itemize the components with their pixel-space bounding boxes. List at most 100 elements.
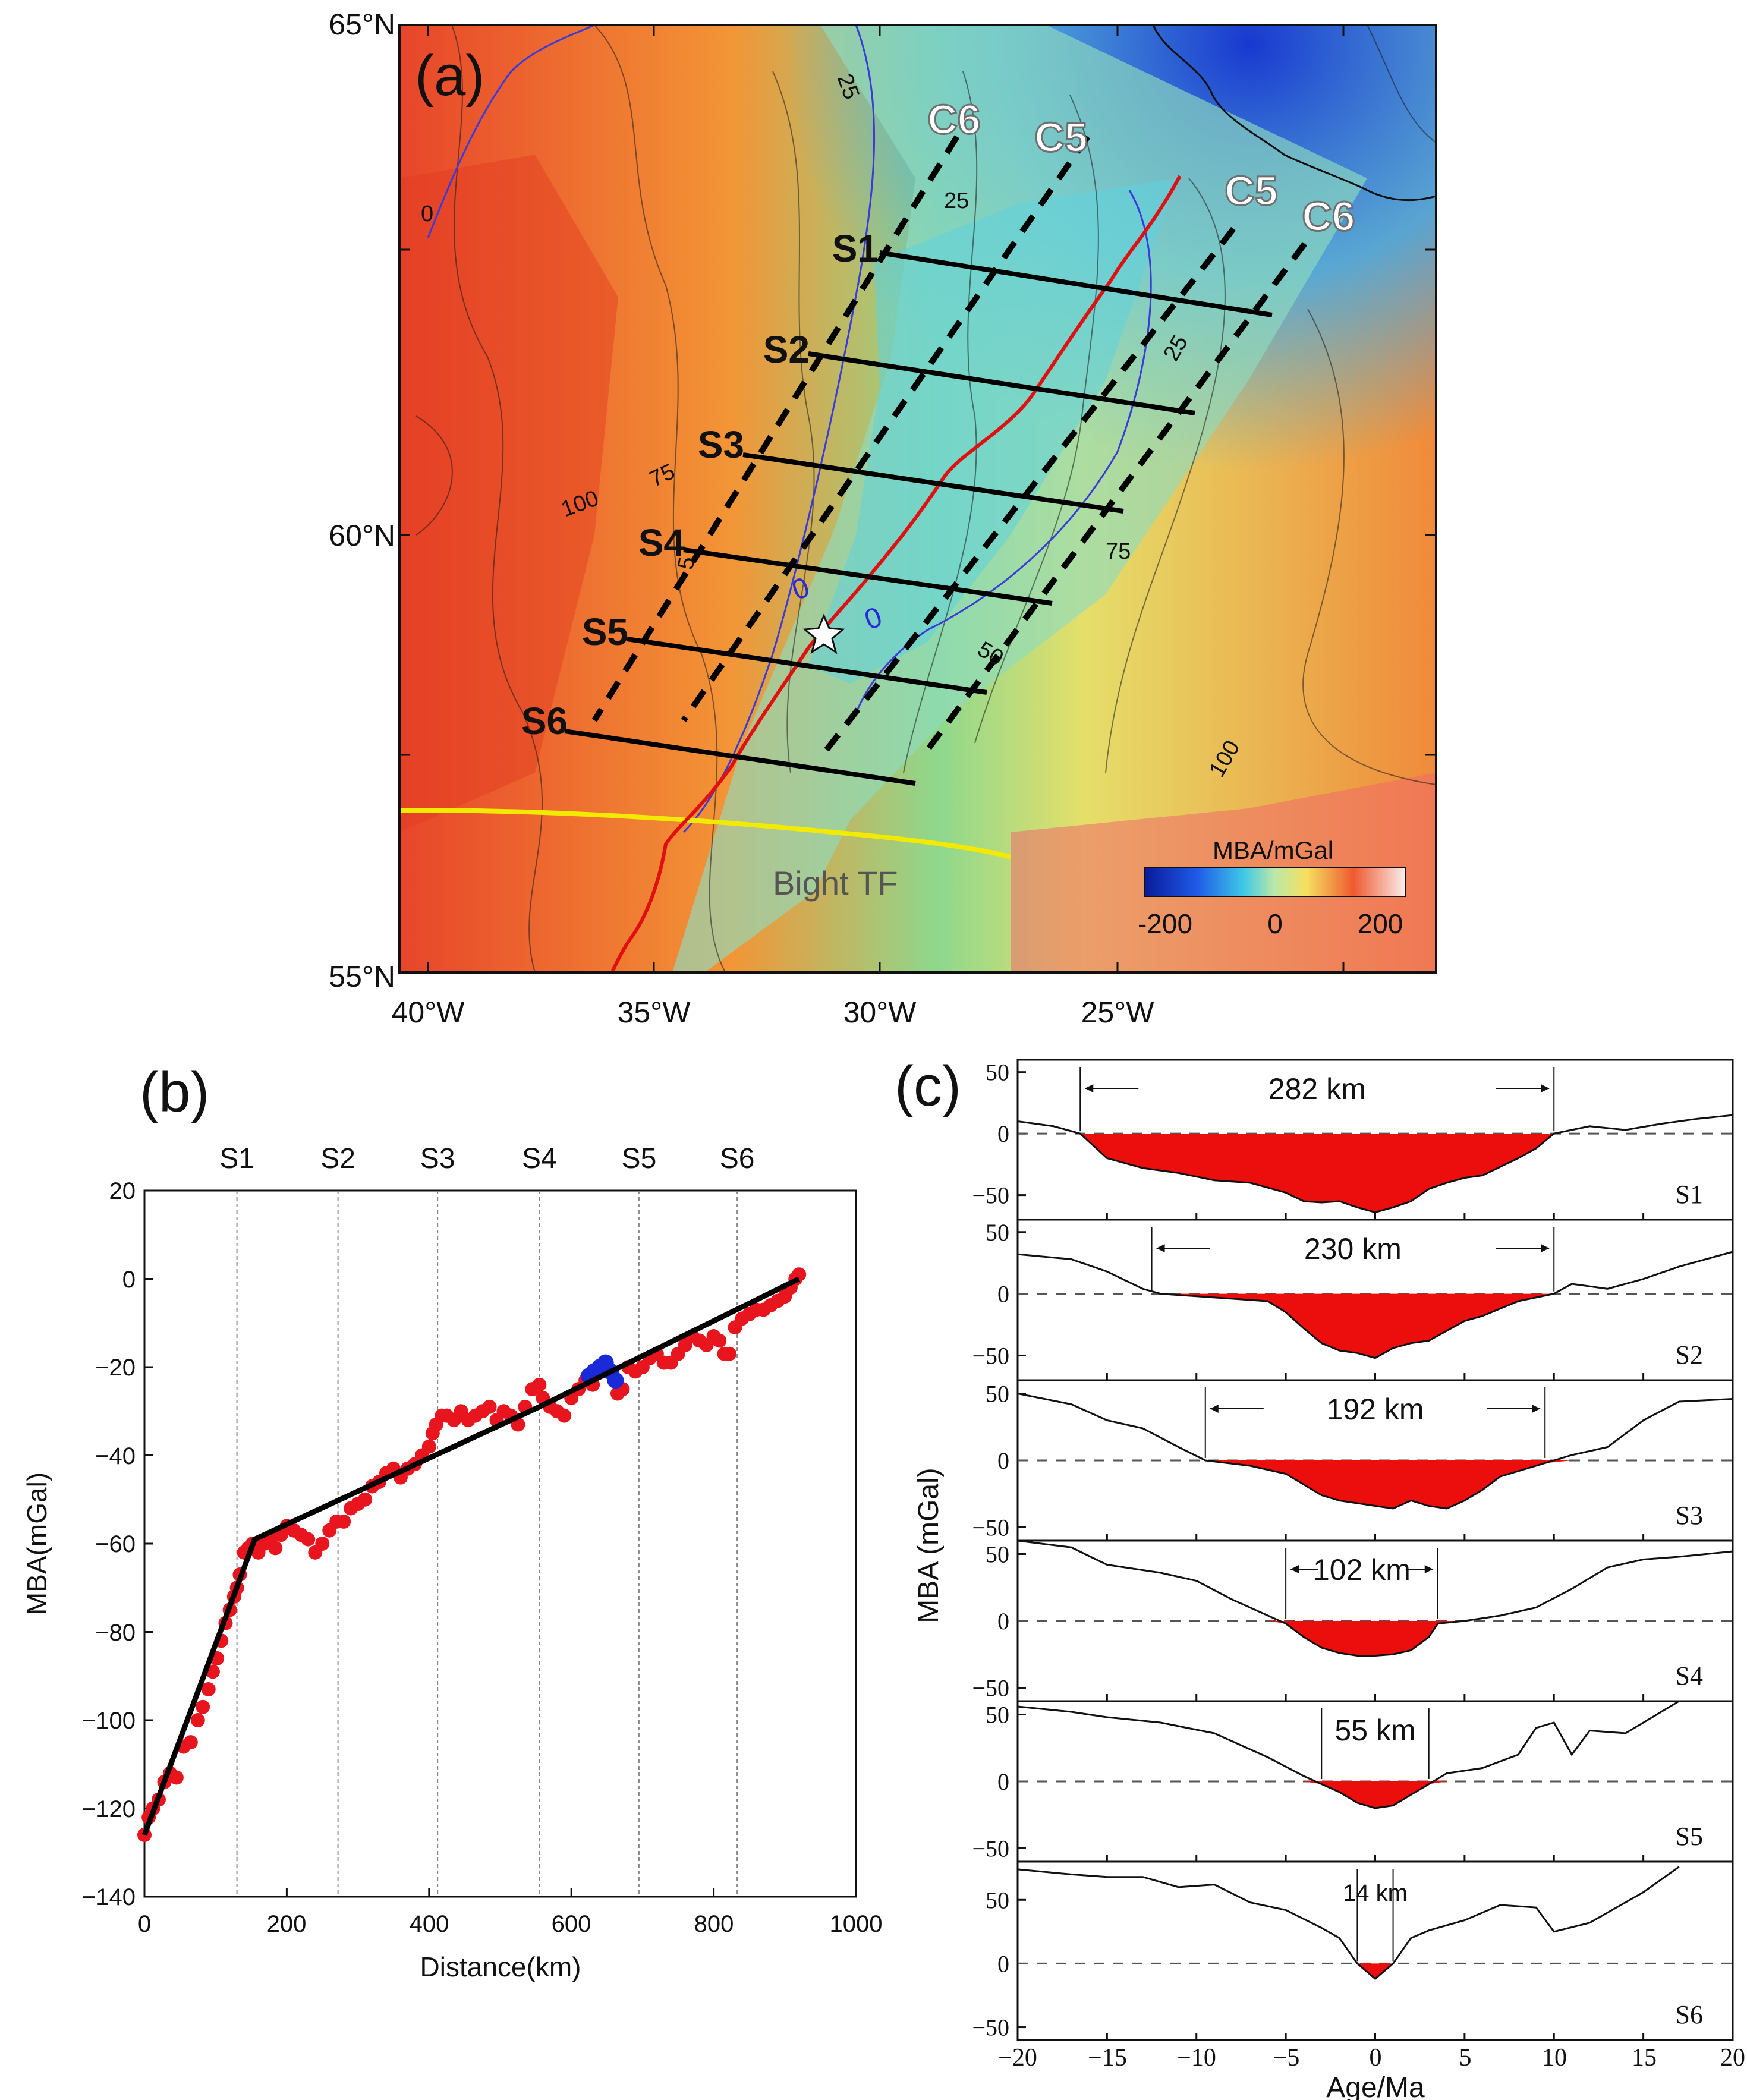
b-data-point: [421, 1439, 436, 1454]
c-width-label: 230 km: [1304, 1232, 1402, 1265]
b-segment-label: S2: [320, 1143, 355, 1175]
b-ytick-label: −100: [82, 1708, 136, 1734]
colorbar-ramp: [1144, 867, 1406, 897]
c-negative-area: [1018, 1460, 1733, 1509]
c-profile-name: S5: [1676, 1822, 1703, 1851]
b-data-point: [301, 1532, 316, 1547]
c-ytick-label: 0: [997, 1608, 1009, 1635]
b-data-point: [722, 1346, 736, 1361]
b-ytick-label: 20: [109, 1178, 136, 1204]
c-width-arrowhead-right: [1541, 1244, 1550, 1252]
c-profile-name: S4: [1676, 1661, 1703, 1690]
location-star-icon: [802, 613, 845, 654]
c-width-arrowhead-left: [1156, 1244, 1165, 1252]
b-xtick-label: 1000: [830, 1911, 883, 1937]
c-ytick-label: 0: [997, 1950, 1009, 1977]
colorbar-tick: 0: [1267, 908, 1283, 939]
b-segment-label: S6: [720, 1143, 755, 1175]
b-ytick-label: −80: [95, 1620, 136, 1646]
c-ytick-label: 50: [986, 1059, 1009, 1086]
c-ytick-label: −50: [972, 1515, 1009, 1541]
profile-label-s5: S5: [582, 610, 628, 653]
b-ytick-label: −40: [95, 1443, 136, 1469]
c-width-label: 55 km: [1334, 1714, 1415, 1747]
c-profile-name: S2: [1676, 1340, 1703, 1369]
map-west-high: [399, 155, 618, 832]
b-ytick-label: −120: [82, 1796, 136, 1822]
lon-label-30: 30°W: [843, 996, 917, 1029]
contour-label: 25: [944, 188, 969, 213]
c-xtick-label: 0: [1370, 2044, 1382, 2071]
c-xtick-label: 15: [1632, 2044, 1657, 2071]
panel-c-label: (c): [895, 1054, 961, 1118]
contour-label: 75: [1106, 539, 1131, 564]
panel-a-label: (a): [415, 44, 484, 108]
c-profile-s6: 50 0 −50 14 km S6: [972, 1860, 1734, 2041]
b-xtick-label: 800: [694, 1911, 734, 1937]
panel-b-label: (b): [140, 1060, 209, 1124]
b-data-point: [532, 1377, 547, 1392]
c-xtick-label: −10: [1177, 2044, 1216, 2071]
b-fit-line: [141, 1276, 801, 1836]
c-xtick-label: −15: [1088, 2044, 1127, 2071]
c-profile-line: [1017, 1393, 1733, 1510]
c-xtick-label: 10: [1542, 2044, 1567, 2071]
c-width-label: 282 km: [1268, 1072, 1366, 1106]
colorbar: MBA/mGal -200 0 200: [1138, 836, 1406, 939]
b-data-point: [336, 1514, 351, 1529]
c-xtick-label: 20: [1720, 2044, 1745, 2071]
b-ytick-label: −60: [95, 1531, 136, 1557]
b-xtick-label: 200: [267, 1911, 307, 1937]
b-segment-label: S5: [622, 1143, 657, 1175]
isochron-label-c5-east: C5: [1225, 168, 1277, 214]
ridge-axis: [610, 175, 1182, 972]
c-width-arrowhead-left: [1290, 1565, 1299, 1573]
c-width-arrowhead-right: [1541, 1084, 1550, 1092]
b-ytick-label: −20: [95, 1355, 136, 1381]
c-ytick-label: −50: [972, 1342, 1009, 1369]
c-profile-s3: 50 0 −50 192 km S3: [972, 1379, 1734, 1542]
contour-lines: [415, 25, 1436, 972]
b-data-point: [482, 1399, 497, 1414]
b-xtick-label: 0: [138, 1911, 151, 1937]
c-negative-area: [1018, 1293, 1733, 1358]
c-negative-area: [1018, 1621, 1733, 1656]
isochron-label-c6-west: C6: [927, 96, 980, 143]
c-profile-s2: 50 0 −50 230 km S2: [972, 1219, 1734, 1381]
b-segment-label: S3: [420, 1143, 455, 1175]
colorbar-tick: 200: [1358, 908, 1403, 939]
c-profile-name: S6: [1676, 2000, 1703, 2029]
c-profile-line: [1017, 1539, 1733, 1657]
c-ytick-label: −50: [972, 2014, 1009, 2041]
profile-label-s6: S6: [521, 700, 568, 742]
c-profile-line: [1017, 1700, 1680, 1809]
b-data-point: [712, 1333, 727, 1348]
profile-label-s1: S1: [832, 227, 879, 270]
map-panel: (a) 65°N 60°N 55°N 40°W 35°W 30°W 25°W C…: [329, 8, 1437, 1029]
bight-tf-label: Bight TF: [773, 864, 898, 902]
c-negative-area: [1018, 1781, 1679, 1808]
c-width-arrowhead-right: [1424, 1565, 1433, 1573]
c-ytick-label: 0: [997, 1120, 1009, 1147]
b-ytick-label: −140: [82, 1884, 136, 1910]
c-ytick-label: 0: [997, 1447, 1009, 1474]
zero-contours: [427, 25, 1152, 833]
c-ytick-label: 50: [986, 1381, 1009, 1408]
c-profile-line: [1017, 1251, 1733, 1359]
b-data-point: [268, 1541, 283, 1556]
b-data-point: [358, 1492, 373, 1507]
b-y-axis-title: MBA(mGal): [21, 1472, 52, 1615]
c-width-arrowhead-right: [1532, 1405, 1541, 1413]
bight-tf-line: [399, 808, 1012, 859]
lat-label-65: 65°N: [329, 8, 395, 41]
c-xtick-label: −20: [998, 2044, 1037, 2071]
c-ytick-label: 0: [997, 1281, 1009, 1308]
profile-label-s2: S2: [763, 328, 810, 371]
profile-label-s3: S3: [698, 423, 744, 466]
c-profile-name: S3: [1676, 1501, 1703, 1530]
c-width-label: 192 km: [1327, 1393, 1424, 1426]
b-data-point: [190, 1713, 205, 1727]
contour-label: 0: [421, 202, 433, 226]
